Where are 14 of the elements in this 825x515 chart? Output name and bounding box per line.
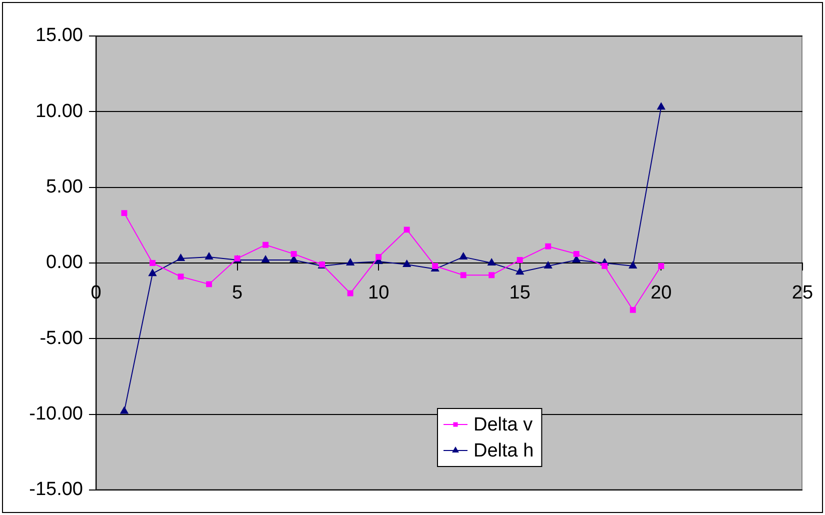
legend-label: Delta h [474,440,534,462]
y-tick-label: 5.00 [46,176,83,198]
x-tick-label: 10 [368,282,390,304]
y-tick-label: -10.00 [29,404,83,425]
x-tick-label: 15 [509,282,530,304]
x-tick-label: 5 [232,282,243,304]
y-tick-label: 0.00 [46,252,83,274]
y-tick-label: 15.00 [35,25,83,46]
x-tick-label: 25 [792,282,814,304]
x-tick-label: 20 [650,282,672,304]
y-tick-label: -15.00 [29,479,83,500]
y-tick-label: -5.00 [40,328,83,349]
y-tick-label: 10.00 [35,100,83,122]
legend-label: Delta v [474,414,534,436]
